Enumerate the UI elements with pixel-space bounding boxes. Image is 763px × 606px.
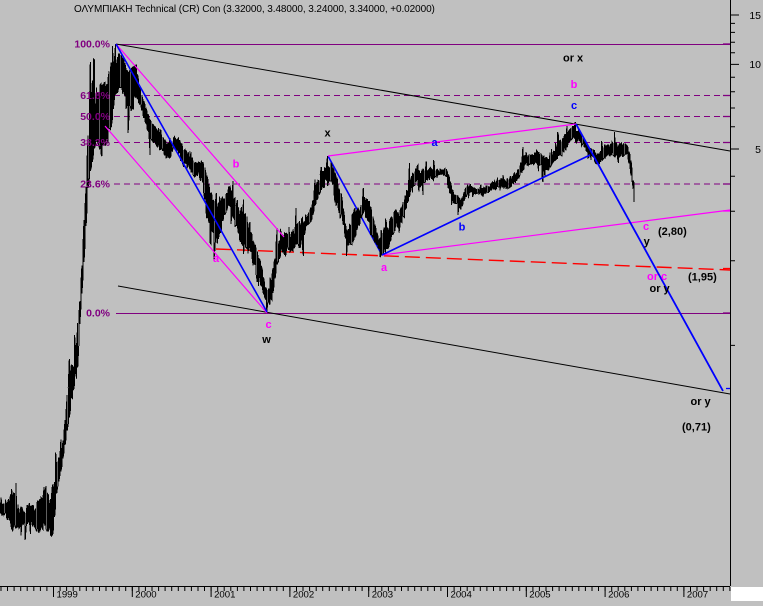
svg-text:5: 5 (755, 144, 761, 156)
svg-text:50.0%: 50.0% (80, 111, 110, 123)
svg-text:a: a (213, 253, 220, 265)
svg-text:c: c (643, 221, 649, 233)
svg-text:c: c (571, 100, 577, 112)
svg-text:100.0%: 100.0% (74, 39, 110, 51)
svg-text:2001: 2001 (214, 590, 235, 601)
svg-text:10: 10 (749, 59, 761, 71)
svg-text:23.6%: 23.6% (80, 179, 110, 191)
svg-text:2004: 2004 (451, 590, 473, 601)
svg-text:w: w (261, 334, 271, 346)
svg-text:2005: 2005 (529, 590, 550, 601)
svg-text:a: a (381, 262, 388, 274)
svg-text:ΟΛΥΜΠΙΑΚΗ Technical (CR) Con: ΟΛΥΜΠΙΑΚΗ Technical (CR) Con (3.32000, 3… (74, 4, 435, 15)
svg-text:61.8%: 61.8% (80, 90, 110, 102)
svg-text:b: b (459, 222, 466, 234)
svg-text:2006: 2006 (608, 590, 629, 601)
svg-text:2000: 2000 (135, 590, 156, 601)
svg-text:1999: 1999 (57, 590, 78, 601)
svg-text:15: 15 (749, 10, 761, 22)
svg-text:(1,95): (1,95) (688, 272, 717, 284)
svg-text:2002: 2002 (293, 590, 314, 601)
svg-text:a: a (431, 137, 438, 149)
svg-text:0.0%: 0.0% (86, 308, 111, 320)
svg-text:b: b (571, 79, 578, 91)
svg-text:or y: or y (650, 283, 671, 295)
svg-text:x: x (324, 128, 331, 140)
svg-text:c: c (265, 319, 271, 331)
svg-text:(2,80): (2,80) (658, 226, 687, 238)
svg-text:y: y (644, 236, 651, 248)
svg-text:or y: or y (691, 396, 712, 408)
svg-text:b: b (233, 159, 240, 171)
svg-text:2003: 2003 (372, 590, 393, 601)
svg-text:or x: or x (563, 53, 584, 65)
svg-text:2007: 2007 (687, 590, 708, 601)
svg-text:or c: or c (647, 271, 667, 283)
svg-text:(0,71): (0,71) (682, 422, 711, 434)
svg-text:38.2%: 38.2% (80, 137, 110, 149)
